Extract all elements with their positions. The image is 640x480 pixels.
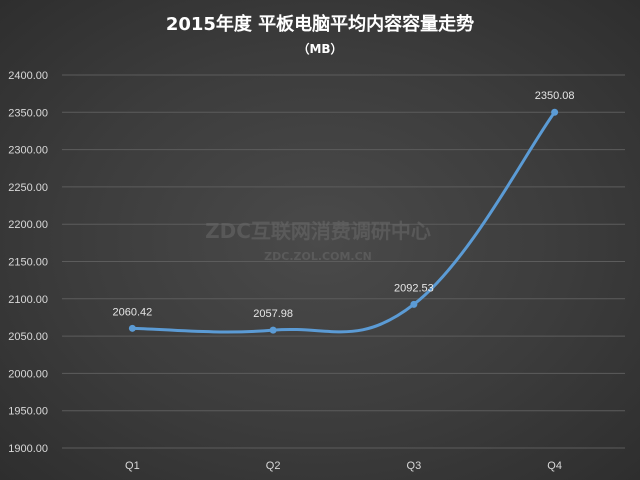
- y-tick-label: 2250.00: [8, 182, 48, 194]
- y-tick-label: 2100.00: [8, 294, 48, 306]
- data-points: [128, 108, 559, 334]
- x-axis-ticks: Q1 Q2 Q3 Q4: [125, 460, 562, 472]
- y-axis-ticks: 1900.00 1950.00 2000.00 2050.00 2100.00 2150.…: [8, 70, 48, 455]
- data-label: 2092.53: [394, 282, 434, 294]
- series-line: [130, 110, 557, 334]
- x-tick-label: Q3: [407, 460, 422, 472]
- data-label: 2350.08: [535, 90, 575, 102]
- y-tick-label: 2300.00: [8, 145, 48, 157]
- x-tick-label: Q4: [547, 460, 562, 472]
- data-point: [128, 324, 136, 332]
- y-tick-label: 2400.00: [8, 70, 48, 82]
- y-tick-label: 2350.00: [8, 107, 48, 119]
- y-tick-label: 1950.00: [8, 406, 48, 418]
- chart-subtitle: （MB）: [297, 41, 342, 56]
- x-tick-label: Q1: [125, 460, 140, 472]
- data-point: [551, 108, 559, 116]
- chart-title: 2015年度 平板电脑平均内容容量走势: [166, 13, 474, 35]
- y-tick-label: 2150.00: [8, 257, 48, 269]
- y-tick-label: 2050.00: [8, 331, 48, 343]
- data-point: [410, 300, 418, 308]
- x-tick-label: Q2: [266, 460, 281, 472]
- data-label: 2060.42: [112, 306, 152, 318]
- y-tick-label: 1900.00: [8, 443, 48, 455]
- watermark-title: ZDC互联网消费调研中心: [205, 219, 431, 243]
- gridlines: [62, 74, 625, 449]
- data-labels: 2060.42 2057.98 2092.53 2350.08: [112, 90, 574, 320]
- y-tick-label: 2000.00: [8, 368, 48, 380]
- watermark-url: ZDC.ZOL.COM.CN: [264, 250, 372, 263]
- data-label: 2057.98: [253, 308, 293, 320]
- data-point: [269, 326, 277, 334]
- y-tick-label: 2200.00: [8, 219, 48, 231]
